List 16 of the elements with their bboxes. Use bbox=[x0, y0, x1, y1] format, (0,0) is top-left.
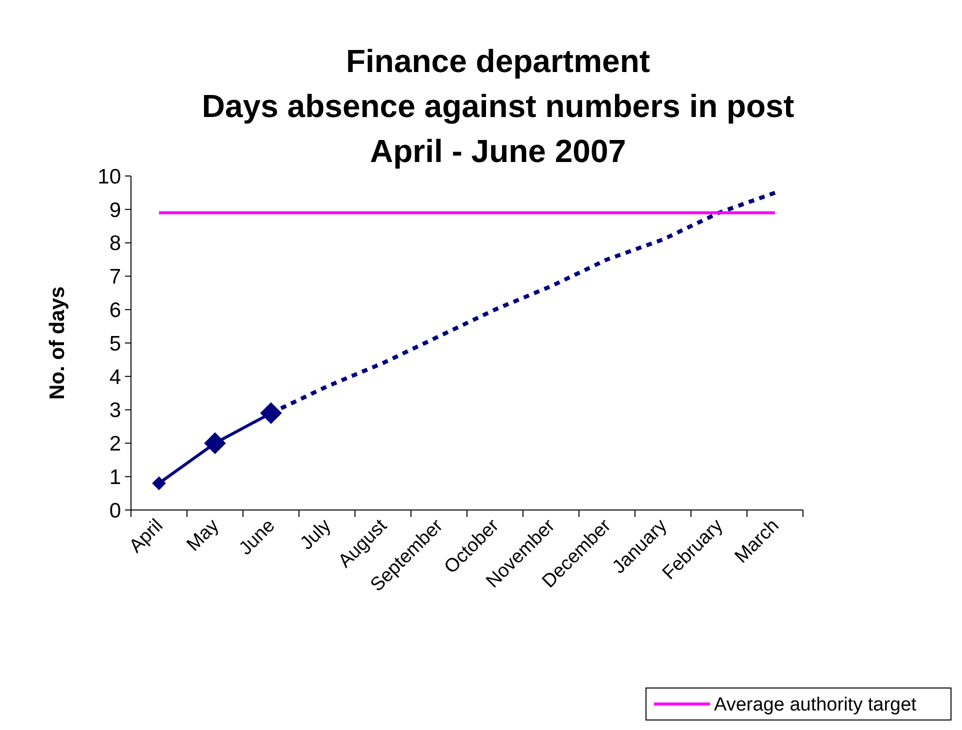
y-axis-title: No. of days bbox=[46, 286, 69, 400]
x-tick-label: May bbox=[183, 515, 224, 556]
y-tick-label: 6 bbox=[109, 298, 121, 322]
y-tick-label: 1 bbox=[109, 466, 121, 489]
y-tick-label: 9 bbox=[109, 198, 121, 222]
legend-label: Average authority target bbox=[714, 694, 918, 716]
chart-title: Finance department Days absence against numbers in post April - June 2007 bbox=[202, 43, 794, 169]
y-tick-label: 2 bbox=[109, 432, 121, 456]
y-tick-label: 0 bbox=[109, 499, 121, 522]
y-tick-label: 3 bbox=[109, 399, 121, 422]
x-tick-label: July bbox=[296, 515, 336, 554]
y-tick-label: 5 bbox=[109, 332, 121, 356]
y-tick-label: 7 bbox=[109, 266, 121, 289]
y-tick-label: 4 bbox=[109, 366, 122, 389]
y-tick-label: 8 bbox=[109, 232, 121, 256]
y-tick-label: 10 bbox=[98, 165, 121, 188]
